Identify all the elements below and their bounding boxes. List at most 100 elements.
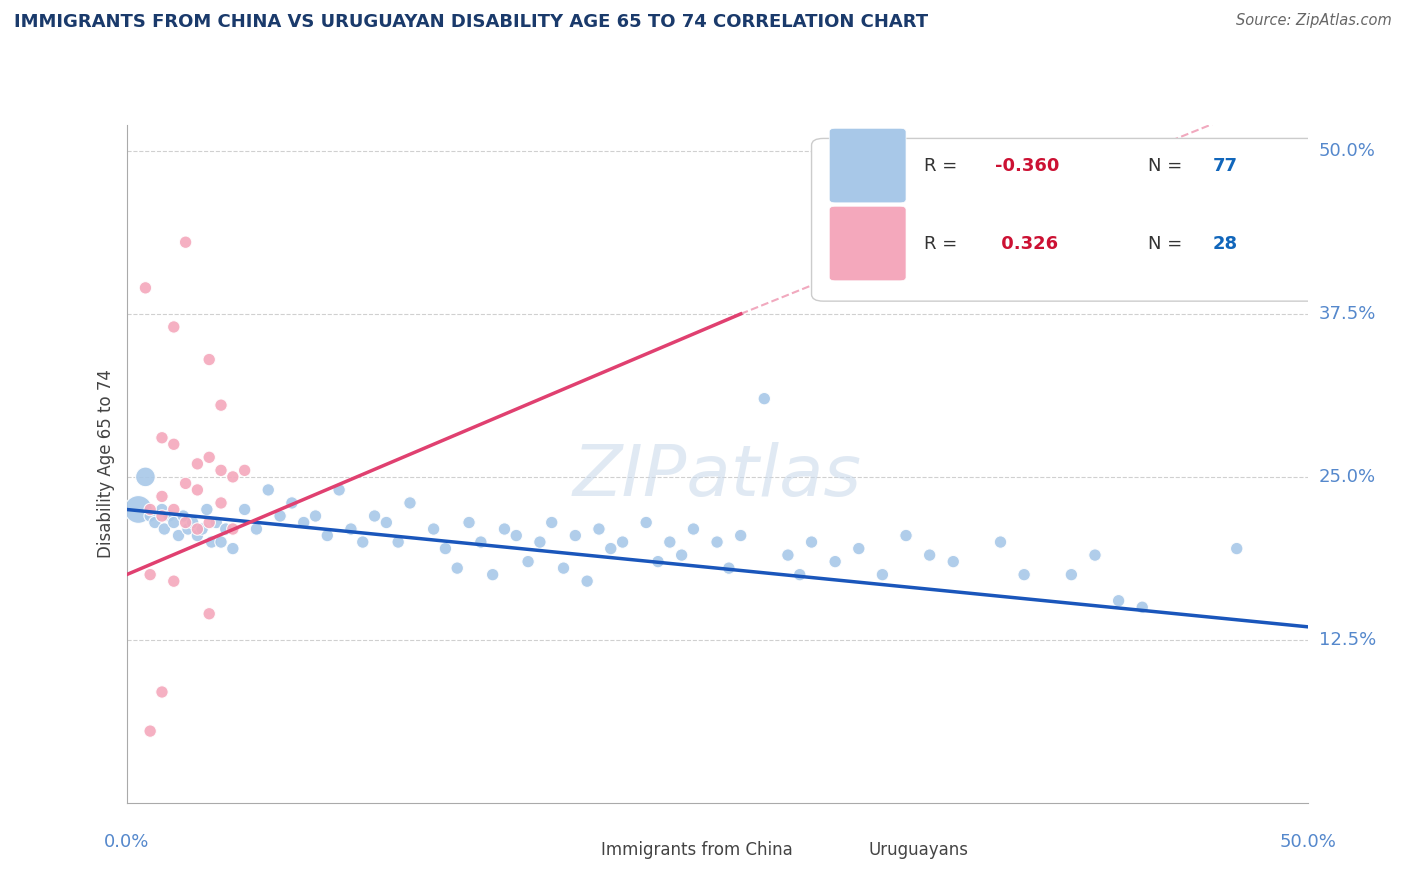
Point bbox=[1226, 541, 1249, 556]
Point bbox=[363, 508, 385, 523]
Point bbox=[209, 535, 232, 549]
Point bbox=[671, 548, 693, 562]
Point bbox=[894, 528, 917, 542]
Point bbox=[222, 541, 245, 556]
Point bbox=[150, 490, 173, 504]
Point bbox=[233, 502, 256, 516]
Point bbox=[163, 320, 186, 334]
Text: 0.326: 0.326 bbox=[994, 235, 1057, 252]
Point bbox=[153, 522, 176, 536]
Point bbox=[564, 528, 586, 542]
Point bbox=[1012, 567, 1035, 582]
Point bbox=[434, 541, 457, 556]
Text: N =: N = bbox=[1149, 157, 1188, 175]
Text: 12.5%: 12.5% bbox=[1319, 631, 1376, 648]
Point bbox=[163, 574, 186, 589]
Point bbox=[730, 528, 752, 542]
Text: 37.5%: 37.5% bbox=[1319, 305, 1376, 323]
Point bbox=[872, 567, 894, 582]
Point bbox=[776, 548, 799, 562]
Point bbox=[139, 724, 162, 739]
Point bbox=[553, 561, 575, 575]
Point bbox=[754, 392, 776, 406]
Point bbox=[157, 508, 180, 523]
Point bbox=[281, 496, 304, 510]
Point bbox=[186, 483, 208, 497]
Point bbox=[257, 483, 280, 497]
Point bbox=[134, 470, 156, 484]
Point bbox=[198, 450, 221, 465]
Point bbox=[198, 516, 221, 530]
Point bbox=[990, 535, 1012, 549]
Point bbox=[167, 528, 190, 542]
Point bbox=[422, 522, 444, 536]
Text: 50.0%: 50.0% bbox=[1279, 833, 1336, 851]
Point bbox=[612, 535, 634, 549]
Point bbox=[494, 522, 516, 536]
Point bbox=[824, 555, 846, 569]
Text: 50.0%: 50.0% bbox=[1319, 142, 1375, 160]
Point bbox=[1060, 567, 1083, 582]
Text: ZIPatlas: ZIPatlas bbox=[572, 442, 862, 511]
Point bbox=[481, 567, 503, 582]
Point bbox=[233, 463, 256, 477]
Point bbox=[529, 535, 551, 549]
Point bbox=[245, 522, 267, 536]
Point bbox=[517, 555, 540, 569]
FancyBboxPatch shape bbox=[547, 830, 598, 870]
Text: -0.360: -0.360 bbox=[994, 157, 1059, 175]
Point bbox=[352, 535, 374, 549]
Point bbox=[505, 528, 527, 542]
Text: 28: 28 bbox=[1213, 235, 1239, 252]
Point bbox=[215, 522, 238, 536]
Point bbox=[195, 502, 218, 516]
Text: 77: 77 bbox=[1213, 157, 1239, 175]
Point bbox=[789, 567, 811, 582]
Point bbox=[209, 398, 232, 412]
Point bbox=[1108, 593, 1130, 607]
Point bbox=[717, 561, 740, 575]
Point bbox=[706, 535, 728, 549]
Text: Uruguayans: Uruguayans bbox=[869, 841, 969, 859]
Point bbox=[636, 516, 658, 530]
Point bbox=[191, 522, 214, 536]
Point bbox=[177, 522, 200, 536]
Point bbox=[150, 508, 173, 523]
Point bbox=[848, 541, 870, 556]
Text: Source: ZipAtlas.com: Source: ZipAtlas.com bbox=[1236, 13, 1392, 29]
Point bbox=[340, 522, 363, 536]
Point bbox=[599, 541, 621, 556]
Point bbox=[800, 535, 823, 549]
Point bbox=[200, 535, 222, 549]
Point bbox=[316, 528, 339, 542]
Point bbox=[446, 561, 468, 575]
Point bbox=[540, 516, 562, 530]
Point bbox=[174, 476, 197, 491]
Point bbox=[174, 235, 197, 250]
Point bbox=[328, 483, 350, 497]
Point bbox=[143, 516, 166, 530]
Text: N =: N = bbox=[1149, 235, 1188, 252]
Point bbox=[198, 607, 221, 621]
Point bbox=[292, 516, 315, 530]
Point bbox=[139, 502, 162, 516]
Point bbox=[163, 502, 186, 516]
Point bbox=[222, 522, 245, 536]
Point bbox=[186, 522, 208, 536]
FancyBboxPatch shape bbox=[830, 128, 905, 202]
Point bbox=[163, 516, 186, 530]
FancyBboxPatch shape bbox=[830, 206, 905, 281]
Point bbox=[269, 508, 291, 523]
Point bbox=[588, 522, 610, 536]
Point bbox=[163, 437, 186, 451]
Text: R =: R = bbox=[924, 157, 963, 175]
Text: Immigrants from China: Immigrants from China bbox=[602, 841, 793, 859]
Point bbox=[172, 508, 194, 523]
Text: 0.0%: 0.0% bbox=[104, 833, 149, 851]
Point bbox=[150, 685, 173, 699]
Point bbox=[209, 496, 232, 510]
Point bbox=[150, 431, 173, 445]
Point bbox=[198, 352, 221, 367]
Point bbox=[304, 508, 326, 523]
Point bbox=[470, 535, 492, 549]
